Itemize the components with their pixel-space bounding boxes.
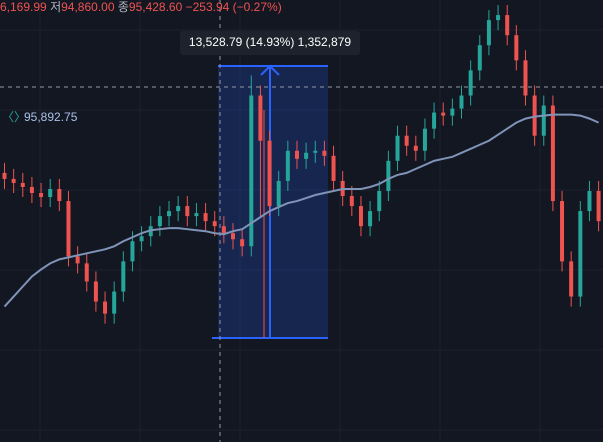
candle-body xyxy=(596,190,601,222)
close-label: 종 xyxy=(117,0,129,14)
close-value: 95,428.60 xyxy=(128,0,183,14)
candle-body xyxy=(57,188,62,202)
candle-body xyxy=(459,95,464,109)
candle-body xyxy=(139,236,144,242)
candle-body xyxy=(304,152,309,159)
candle-body xyxy=(486,20,491,46)
candle-body xyxy=(167,211,172,217)
candle-body xyxy=(514,35,519,61)
candle-body xyxy=(203,213,208,222)
candle-body xyxy=(176,206,181,212)
measure-box xyxy=(218,66,328,338)
candle-body xyxy=(2,172,7,179)
candle-body xyxy=(468,70,473,96)
candle-body xyxy=(93,281,98,302)
candle-body xyxy=(550,105,555,202)
ma-value: 95,892.75 xyxy=(24,110,78,124)
candle-body xyxy=(578,211,583,297)
candle-body xyxy=(358,206,363,227)
candle-body xyxy=(84,263,89,282)
candle-body xyxy=(130,241,135,262)
measure-arrowhead xyxy=(260,64,280,76)
high-value: 6,169.99 xyxy=(0,0,47,14)
candle-body xyxy=(349,196,354,207)
candle-body xyxy=(267,140,272,207)
candle-body xyxy=(441,112,446,116)
candle-body xyxy=(276,180,281,207)
ma-icon: 〈〉 xyxy=(2,110,26,124)
candle-body xyxy=(75,256,80,264)
candle-body xyxy=(39,193,44,198)
candle-body xyxy=(322,150,327,156)
candle-body xyxy=(285,150,290,181)
candle-body xyxy=(450,108,455,116)
candle-body xyxy=(48,188,53,198)
candle-body xyxy=(395,135,400,161)
change-value: −253.94 (−0.27%) xyxy=(185,0,282,14)
candle-body xyxy=(240,239,245,247)
candle-body xyxy=(377,190,382,212)
candle-body xyxy=(121,261,126,292)
candle-body xyxy=(541,105,546,136)
candle-body xyxy=(66,201,71,257)
candle-body xyxy=(112,291,117,314)
candle-body xyxy=(194,213,199,217)
low-label: 저 xyxy=(50,0,62,14)
candle-body xyxy=(249,95,254,247)
candle-body xyxy=(258,95,263,141)
candle-body xyxy=(587,190,592,212)
candle-body xyxy=(386,160,391,191)
candle-body xyxy=(432,112,437,129)
candle-body xyxy=(413,145,418,151)
candle-body xyxy=(496,15,501,21)
candle-body xyxy=(103,301,108,314)
candle-body xyxy=(569,261,574,297)
low-value: 94,860.00 xyxy=(61,0,115,14)
ma-line xyxy=(3,113,600,308)
candle-body xyxy=(404,135,409,146)
measure-tooltip xyxy=(180,31,360,55)
candle-body xyxy=(505,15,510,36)
ohlc-header: 6,169.99 저94,860.00 종95,428.60 −253.94 (… xyxy=(0,0,282,15)
candle-body xyxy=(221,226,226,234)
candle-body xyxy=(185,206,190,217)
candle-body xyxy=(477,45,482,71)
candle-body xyxy=(20,182,25,187)
candle-body xyxy=(11,178,16,183)
measure-label: 13,528.79 (14.93%) 1,352,879 xyxy=(189,35,351,49)
candle-body xyxy=(368,211,373,227)
candle-body xyxy=(212,221,217,227)
candle-body xyxy=(29,186,34,194)
candle-body xyxy=(157,216,162,227)
candle-body xyxy=(422,128,427,151)
candle-body xyxy=(523,60,528,96)
candle-body xyxy=(313,150,318,153)
candle-body xyxy=(231,233,235,240)
candle-body xyxy=(331,155,336,181)
candle-body xyxy=(294,150,299,159)
candle-body xyxy=(560,201,565,262)
